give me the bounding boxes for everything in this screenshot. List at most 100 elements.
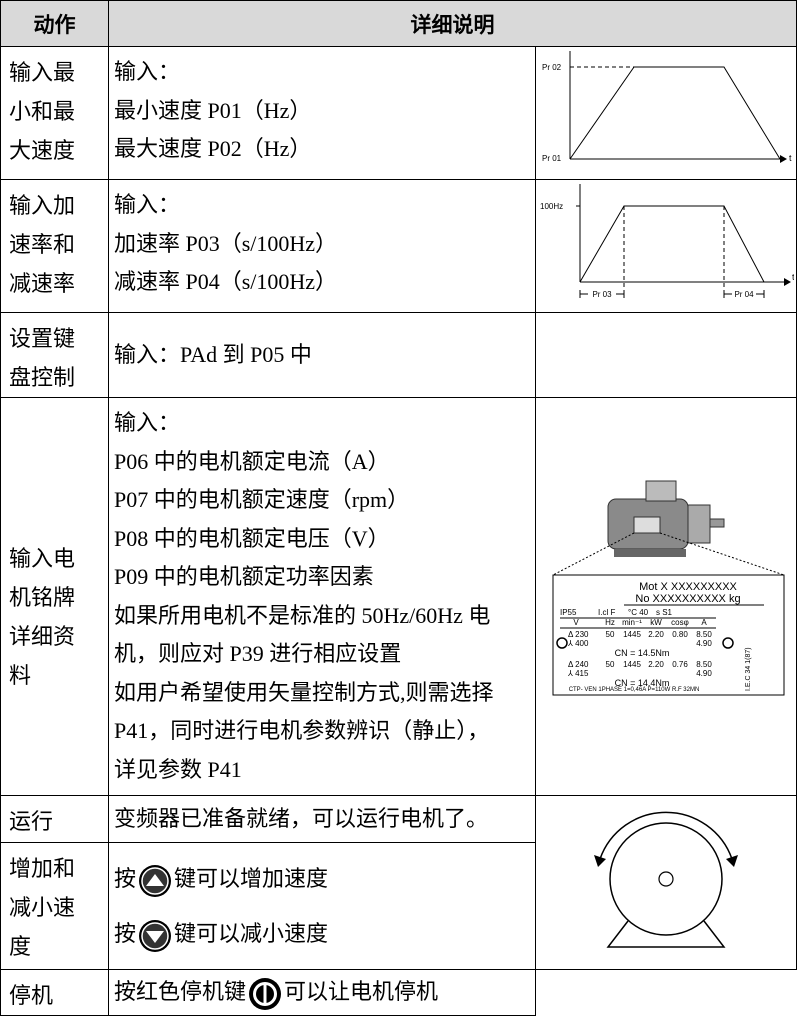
plate-text: Hz	[605, 618, 615, 627]
up-key-icon	[139, 864, 172, 897]
plate-text: CN = 14.4Nm	[615, 678, 670, 688]
plate-text: kW	[650, 618, 662, 627]
detail-line: P06 中的电机额定电流（A）	[114, 448, 390, 474]
detail-line: P08 中的电机额定电压（V）	[114, 525, 390, 551]
shaft	[709, 518, 725, 527]
detail-line: P09 中的电机额定功率因素	[114, 564, 374, 589]
plate-text: IP55	[560, 608, 577, 617]
table-row: 停机 按红色停机键 可以让电机停机	[0, 969, 797, 1016]
table-row: 输入电机铭牌详细资料 输入： P06 中的电机额定电流（A） P07 中的电机额定速度…	[0, 397, 797, 796]
plate-text: ⅄ 400	[567, 639, 589, 648]
empty-cell	[535, 312, 797, 398]
figure-cell: Pr 02 Pr 01 t	[535, 46, 797, 180]
detail-line: 输入：	[114, 192, 181, 217]
figure-cell	[535, 795, 797, 970]
axis-arrow	[780, 155, 787, 163]
action-text: 增加和减小速度	[9, 856, 76, 959]
plate-text: °C 40	[628, 608, 649, 617]
action-cell: 输入最小和最大速度	[0, 46, 109, 180]
plate-text: 2.20	[648, 660, 664, 669]
detail-line: 输入：PAd 到 P05 中	[114, 341, 312, 367]
leader	[552, 532, 635, 575]
action-text: 输入加速率和减速率	[9, 193, 76, 296]
plate-box	[552, 574, 785, 695]
table-row: 设置键盘控制 输入：PAd 到 P05 中	[0, 312, 797, 398]
plate-text: 8.50	[696, 630, 712, 639]
detail-line: 最大速度 P02（Hz）	[114, 136, 312, 161]
detail-text: 键可以减小速度	[174, 921, 329, 946]
details-cell: 输入：PAd 到 P05 中	[108, 312, 536, 398]
key-bar	[263, 984, 267, 1005]
detail-line: 加速率 P03（s/100Hz）	[114, 230, 338, 256]
plate-text: Δ 240	[568, 660, 589, 669]
detail-line: 按 键可以增加速度	[114, 851, 535, 906]
plate-text: 50	[606, 630, 615, 639]
plate-text: V	[573, 618, 579, 627]
table-row: 运行 变频器已准备就绪，可以运行电机了。	[0, 795, 797, 970]
profile	[569, 66, 781, 160]
plate-text: ⅄ 415	[567, 669, 589, 678]
plate-text: 4.90	[696, 669, 712, 678]
action-text: 设置键盘控制	[9, 326, 76, 390]
action-text: 运行	[9, 809, 54, 834]
details-cell: 输入： 最小速度 P01（Hz） 最大速度 P02（Hz）	[108, 46, 536, 180]
hole	[556, 636, 568, 649]
table-row: 输入加速率和减速率 输入： 加速率 P03（s/100Hz） 减速率 P04（s/10…	[0, 179, 797, 313]
header-cell: 动作	[0, 0, 109, 47]
stop-key-icon	[249, 978, 282, 1011]
figure-cell: Mot X XXXXXXXXX No XXXXXXXXXX kg IP55 I.cl …	[535, 397, 797, 796]
details-cell: 输入： 加速率 P03（s/100Hz） 减速率 P04（s/100Hz）	[108, 179, 536, 313]
detail-text: 按红色停机键	[114, 979, 247, 1005]
hole	[722, 636, 734, 649]
action-text: 输入最小和最大速度	[9, 60, 76, 163]
key-arrow	[146, 930, 165, 943]
profile	[579, 205, 765, 283]
detail-text: 可以让电机停机	[284, 979, 439, 1005]
rotation-arc	[599, 811, 733, 859]
key-arrow	[146, 873, 165, 886]
plate-text: 8.50	[696, 660, 712, 669]
action-text: 停机	[9, 983, 54, 1008]
detail-line: 输入：	[114, 410, 181, 435]
details-cell: 按键可以增加速度按键可以减小速度	[108, 842, 536, 970]
plate-text: 1445	[623, 660, 641, 669]
detail-line: P41，同时进行电机参数辨识（静止），	[114, 718, 490, 743]
terminal-box	[645, 480, 677, 501]
detail-line: 减速率 P04（s/100Hz）	[114, 269, 338, 294]
arrow-head	[726, 854, 738, 867]
detail-line: 详见参数 P41	[114, 756, 242, 782]
detail-line: 变频器已准备就绪，可以运行电机了。	[114, 805, 489, 831]
action-cell: 运行	[0, 795, 109, 843]
plate-text: cosφ	[671, 618, 689, 627]
empty-cell	[535, 969, 797, 1016]
plate-text: Mot X XXXXXXXXX	[639, 581, 737, 593]
plate-text: 0.80	[672, 630, 688, 639]
label: t	[792, 272, 794, 282]
label: t	[789, 153, 792, 163]
speed-profile-graph: Pr 02 Pr 01 t	[542, 51, 792, 163]
action-cell: 设置键盘控制	[0, 312, 109, 398]
label: Pr 03	[592, 290, 612, 299]
plate-text: 50	[606, 660, 615, 669]
label: Pr 02	[542, 63, 562, 72]
detail-line: 输入：	[114, 59, 181, 84]
plate-text: s S1	[656, 608, 673, 617]
details-cell: 变频器已准备就绪，可以运行电机了。	[108, 795, 536, 843]
motor-shaft	[658, 870, 674, 887]
motor-end	[609, 821, 723, 936]
detail-text: 按	[114, 866, 137, 891]
plate-text: A	[701, 618, 707, 627]
details-cell: 输入： P06 中的电机额定电流（A） P07 中的电机额定速度（rpm） P08 中…	[108, 397, 536, 796]
motor-foot	[614, 548, 686, 557]
plate-text: No XXXXXXXXXX kg	[635, 593, 740, 605]
plate-text: 0.76	[672, 660, 688, 669]
motor-base	[606, 920, 726, 948]
plate-text: I.cl F	[598, 608, 615, 617]
detail-text: 按	[114, 921, 137, 946]
ramp-profile-graph: Pr 03 Pr 04 100Hz t	[540, 184, 795, 299]
action-cell: 停机	[0, 969, 109, 1016]
details-cell: 按红色停机键 可以让电机停机	[108, 969, 536, 1016]
